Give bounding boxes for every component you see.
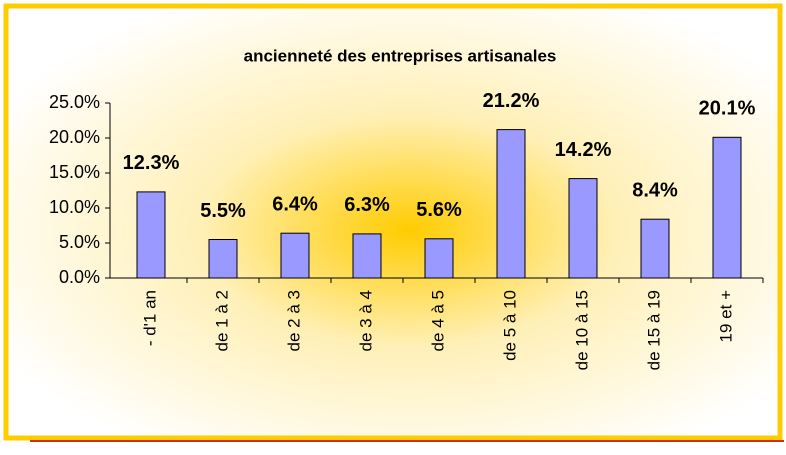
bar	[712, 136, 742, 279]
y-tick-label: 10.0%	[49, 197, 100, 217]
data-label: 5.6%	[416, 199, 462, 221]
bar	[136, 191, 166, 279]
data-label: 6.3%	[344, 194, 390, 216]
data-label: 5.5%	[200, 200, 246, 222]
bar	[496, 129, 526, 279]
y-tick-label: 20.0%	[49, 127, 100, 147]
bar	[568, 178, 598, 279]
data-label: 21.2%	[483, 90, 540, 112]
y-tick-label: 15.0%	[49, 162, 100, 182]
bar	[640, 218, 670, 279]
data-label: 20.1%	[699, 98, 756, 120]
bar	[352, 233, 382, 279]
data-label: 8.4%	[632, 179, 678, 201]
x-tick-label: de 15 à 19	[644, 290, 663, 370]
x-tick-label: de 4 à 5	[428, 290, 447, 351]
bar	[208, 239, 238, 279]
y-tick-label: 0.0%	[59, 267, 100, 287]
x-tick-label: de 2 à 3	[284, 290, 303, 351]
x-tick-label: de 3 à 4	[356, 290, 375, 351]
x-tick-label: de 1 à 2	[212, 290, 231, 351]
data-label: 6.4%	[272, 193, 318, 215]
data-label: 12.3%	[123, 152, 180, 174]
x-tick-label: de 5 à 10	[500, 290, 519, 361]
bar	[280, 232, 310, 279]
x-tick-label: de 10 à 15	[572, 290, 591, 370]
chart-title: ancienneté des entreprises artisanales	[244, 46, 557, 65]
bar	[424, 238, 454, 279]
data-label: 14.2%	[555, 139, 612, 161]
y-tick-label: 25.0%	[49, 92, 100, 112]
y-tick-label: 5.0%	[59, 232, 100, 252]
x-tick-label: - d'1 an	[140, 290, 159, 346]
x-tick-label: 19 et +	[716, 290, 735, 343]
